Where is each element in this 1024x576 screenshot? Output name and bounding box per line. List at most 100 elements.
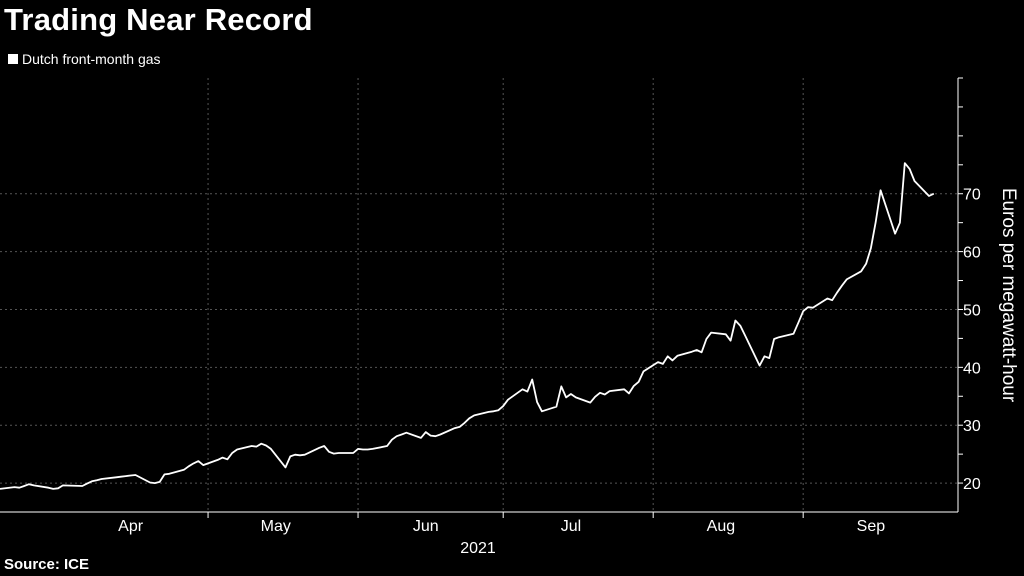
y-tick-label: 70 xyxy=(963,187,981,204)
data-point xyxy=(667,356,668,357)
data-point xyxy=(217,459,218,460)
data-point xyxy=(909,168,910,169)
data-point xyxy=(159,481,160,482)
data-point xyxy=(740,325,741,326)
data-point xyxy=(193,463,194,464)
data-point xyxy=(493,411,494,412)
x-tick-label: Aug xyxy=(707,518,735,535)
data-point xyxy=(251,445,252,446)
data-point xyxy=(735,320,736,321)
data-point xyxy=(425,432,426,433)
data-point xyxy=(633,385,634,386)
data-point xyxy=(638,381,639,382)
data-point xyxy=(769,358,770,359)
data-point xyxy=(846,279,847,280)
x-tick-label: Sep xyxy=(857,518,886,535)
data-point xyxy=(14,487,15,488)
data-point xyxy=(227,459,228,460)
data-point xyxy=(774,338,775,339)
data-point xyxy=(154,483,155,484)
data-point xyxy=(120,476,121,477)
y-tick-label: 20 xyxy=(963,476,981,493)
x-tick-label: Jul xyxy=(561,518,581,535)
data-point xyxy=(406,432,407,433)
data-point xyxy=(599,392,600,393)
data-point xyxy=(19,487,20,488)
data-point xyxy=(836,292,837,293)
data-point xyxy=(299,455,300,456)
data-point xyxy=(643,371,644,372)
x-axis-year-label: 2021 xyxy=(460,540,496,557)
data-point xyxy=(807,307,808,308)
data-point xyxy=(706,338,707,339)
data-point xyxy=(657,362,658,363)
data-point xyxy=(28,484,29,485)
data-point xyxy=(125,476,126,477)
data-point xyxy=(357,448,358,449)
data-point xyxy=(469,418,470,419)
data-point xyxy=(745,335,746,336)
data-point xyxy=(933,193,934,194)
data-point xyxy=(237,449,238,450)
data-point xyxy=(130,475,131,476)
data-point xyxy=(164,474,165,475)
data-point xyxy=(82,485,83,486)
data-point xyxy=(841,285,842,286)
data-point xyxy=(875,222,876,223)
data-point xyxy=(464,422,465,423)
data-point xyxy=(183,469,184,470)
y-tick-label: 30 xyxy=(963,418,981,435)
y-tick-label: 60 xyxy=(963,245,981,262)
data-point xyxy=(827,298,828,299)
data-point xyxy=(328,451,329,452)
data-point xyxy=(624,389,625,390)
data-point xyxy=(764,356,765,357)
data-point xyxy=(570,393,571,394)
data-point xyxy=(387,445,388,446)
data-point xyxy=(362,449,363,450)
data-point xyxy=(880,190,881,191)
data-point xyxy=(503,406,504,407)
data-point xyxy=(435,436,436,437)
legend: Dutch front-month gas xyxy=(8,51,161,67)
x-tick-label: Apr xyxy=(118,518,144,535)
data-point xyxy=(24,485,25,486)
legend-label: Dutch front-month gas xyxy=(22,51,161,67)
data-point xyxy=(454,428,455,429)
axis-layer: 20 30 40 50 60 70 Apr May Jun Jul Aug Sep xyxy=(0,77,981,535)
data-point xyxy=(793,333,794,334)
grid-layer xyxy=(0,78,958,512)
source-note: Source: ICE xyxy=(4,556,90,573)
data-point xyxy=(899,222,900,223)
data-point xyxy=(662,363,663,364)
data-point xyxy=(203,465,204,466)
data-point xyxy=(861,271,862,272)
data-point xyxy=(711,332,712,333)
data-point xyxy=(270,448,271,449)
data-point xyxy=(338,452,339,453)
data-point xyxy=(595,396,596,397)
data-point xyxy=(866,263,867,264)
data-point xyxy=(333,453,334,454)
data-point xyxy=(566,397,567,398)
data-point xyxy=(396,436,397,437)
data-point xyxy=(401,434,402,435)
data-point xyxy=(440,434,441,435)
data-point xyxy=(609,391,610,392)
data-point xyxy=(556,406,557,407)
data-point xyxy=(48,487,49,488)
data-point xyxy=(367,449,368,450)
data-point xyxy=(222,457,223,458)
data-point xyxy=(295,454,296,455)
data-point xyxy=(261,443,262,444)
data-point xyxy=(541,411,542,412)
data-point xyxy=(507,399,508,400)
data-point xyxy=(488,411,489,412)
data-point xyxy=(232,452,233,453)
data-point xyxy=(391,439,392,440)
data-point xyxy=(116,477,117,478)
data-point xyxy=(691,351,692,352)
x-tick-label: May xyxy=(261,518,291,535)
data-point xyxy=(285,467,286,468)
data-point xyxy=(730,340,731,341)
